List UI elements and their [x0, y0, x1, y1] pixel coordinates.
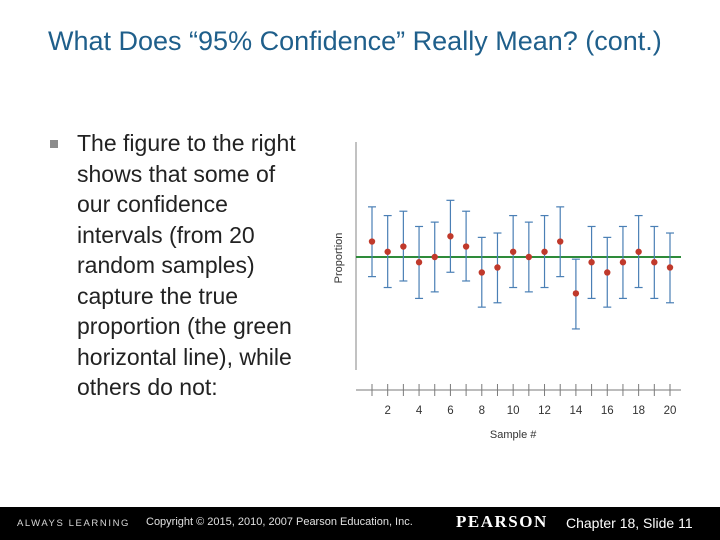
estimate-point: [572, 290, 580, 297]
interval-19: [650, 225, 659, 300]
slide-title: What Does “95% Confidence” Really Mean? …: [48, 26, 662, 56]
interval-3: [399, 210, 408, 282]
estimate-point: [635, 248, 642, 255]
slide-number: Chapter 18, Slide 11: [566, 515, 693, 531]
interval-8: [477, 236, 486, 308]
confidence-interval-chart: 2 4 6 8 10 12 14 16 18 20 Proportion Sample #: [333, 142, 681, 441]
estimate-point: [588, 259, 595, 266]
estimate-point: [478, 269, 485, 276]
estimate-point: [525, 253, 533, 261]
bullet-text: The figure to the right shows that some …: [77, 130, 296, 400]
estimate-point: [604, 269, 611, 276]
x-tick-label-4: 4: [416, 405, 423, 417]
x-tick-label-18: 18: [632, 405, 645, 417]
footer-tagline: ALWAYS LEARNING: [17, 518, 131, 529]
pearson-logo: PEARSON: [456, 512, 548, 531]
x-tick-label-10: 10: [507, 405, 520, 417]
interval-20: [666, 232, 674, 304]
interval-10: [509, 214, 518, 289]
interval-14: [571, 258, 580, 330]
estimate-point: [447, 233, 454, 240]
interval-13: [556, 206, 565, 278]
interval-5: [430, 221, 439, 293]
footer-copyright: Copyright © 2015, 2010, 2007 Pearson Edu…: [146, 516, 413, 528]
estimate-point: [415, 259, 423, 266]
interval-17: [618, 225, 627, 300]
x-tick-label-6: 6: [447, 405, 453, 417]
x-tick-label-2: 2: [384, 405, 390, 417]
interval-9: [493, 232, 502, 304]
estimate-point: [368, 238, 376, 245]
x-tick-label-14: 14: [569, 405, 582, 417]
x-axis-label: Sample #: [490, 429, 537, 441]
estimate-point: [431, 253, 438, 261]
estimate-point: [666, 264, 674, 271]
x-tick-label-12: 12: [538, 405, 551, 417]
estimate-point: [557, 238, 564, 245]
estimate-point: [651, 259, 658, 266]
estimate-point: [541, 248, 548, 255]
footer-bar: ALWAYS LEARNING Copyright © 2015, 2010, …: [0, 507, 720, 540]
estimate-point: [619, 259, 627, 266]
estimate-point: [400, 243, 407, 250]
interval-18: [634, 214, 643, 289]
x-tick-label-8: 8: [479, 405, 485, 417]
estimate-point: [494, 264, 501, 271]
interval-11: [524, 221, 533, 293]
x-tick-label-20: 20: [664, 405, 677, 417]
bullet-square-icon: [50, 140, 58, 148]
interval-1: [368, 206, 376, 278]
interval-6: [446, 199, 455, 273]
estimate-point: [384, 248, 391, 255]
estimate-point: [509, 248, 517, 255]
x-tick-label-16: 16: [601, 405, 614, 417]
interval-12: [540, 214, 549, 289]
interval-16: [603, 236, 612, 308]
interval-7: [462, 210, 471, 282]
interval-4: [415, 225, 424, 300]
y-axis-label: Proportion: [333, 233, 345, 284]
interval-15: [587, 225, 596, 300]
estimate-point: [462, 243, 470, 250]
interval-2: [383, 214, 392, 289]
